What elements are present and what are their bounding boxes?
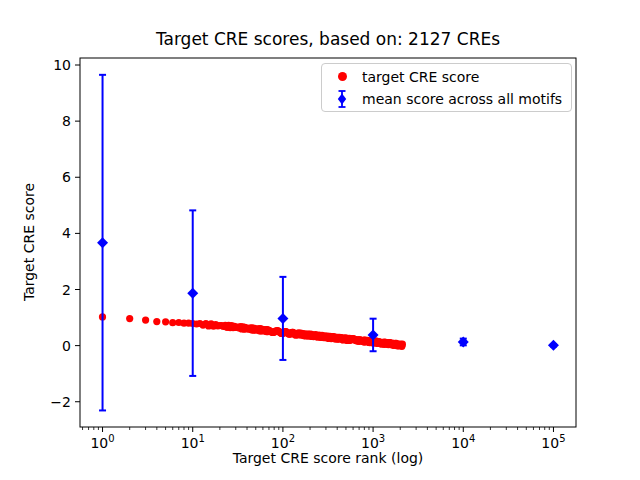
mean-diamond — [187, 288, 198, 299]
blue-diamond-errorbar-icon — [322, 89, 362, 109]
target-score-dot — [126, 315, 133, 322]
legend-label: mean score across all motifs — [362, 88, 562, 110]
red-circle-icon — [322, 72, 362, 81]
svg-text:6: 6 — [62, 169, 71, 185]
svg-text:4: 4 — [62, 225, 71, 241]
target-score-dot — [142, 317, 149, 324]
svg-text:10: 10 — [53, 57, 71, 73]
svg-text:102: 102 — [271, 433, 295, 451]
svg-text:100: 100 — [90, 433, 114, 451]
chart-title: Target CRE scores, based on: 2127 CREs — [80, 29, 576, 49]
x-axis-label: Target CRE score rank (log) — [80, 450, 576, 466]
svg-text:103: 103 — [361, 433, 385, 451]
y-axis: −2 0 2 4 6 8 10 — [50, 57, 80, 410]
target-score-dot — [153, 318, 160, 325]
legend-item-mean-score: mean score across all motifs — [322, 88, 571, 110]
target-score-dot — [399, 341, 406, 348]
legend-item-target-score: target CRE score — [322, 66, 571, 88]
svg-text:0: 0 — [62, 338, 71, 354]
mean-diamond — [458, 336, 469, 347]
blue-mean-series — [97, 75, 559, 411]
x-axis: 100 101 102 103 104 105 — [83, 427, 566, 451]
svg-text:2: 2 — [62, 282, 71, 298]
mean-diamond — [548, 340, 559, 351]
red-scatter-series — [99, 313, 406, 350]
svg-text:8: 8 — [62, 113, 71, 129]
svg-text:101: 101 — [181, 433, 205, 451]
legend-label: target CRE score — [362, 66, 479, 88]
mean-diamond — [97, 237, 108, 248]
mean-diamond — [277, 313, 288, 324]
svg-text:−2: −2 — [50, 394, 71, 410]
y-axis-label: Target CRE score — [21, 183, 37, 301]
svg-text:105: 105 — [541, 433, 565, 451]
figure: 100 101 102 103 104 105 −2 0 2 4 6 8 10 Target CRE … — [0, 0, 640, 480]
target-score-dot — [162, 318, 169, 325]
legend: target CRE score mean score across all m… — [321, 63, 572, 112]
axes-frame — [80, 58, 576, 427]
svg-text:104: 104 — [451, 433, 475, 451]
